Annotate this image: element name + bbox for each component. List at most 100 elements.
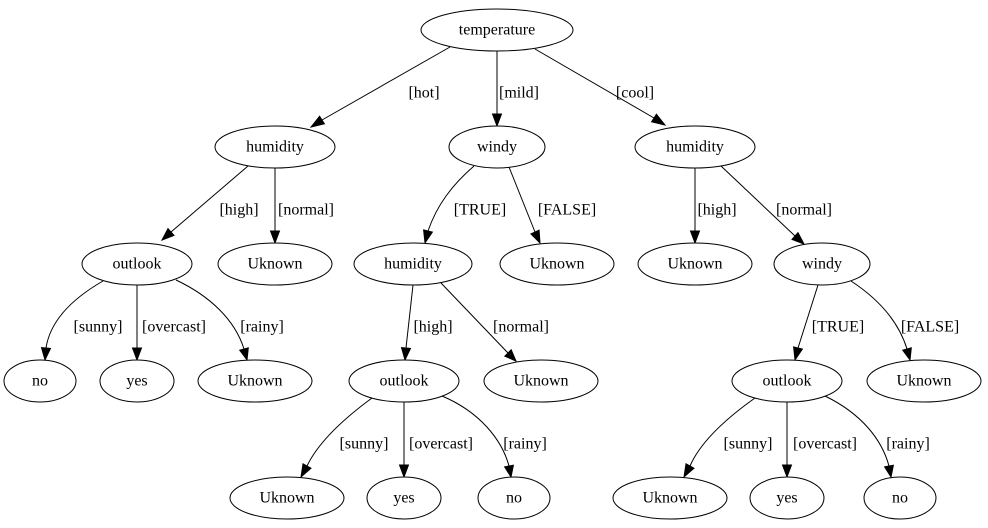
node-no-sunny-1-ellipse [3, 359, 77, 403]
node-unknown-cool-high: Uknown [637, 242, 753, 286]
node-unknown-rainy-1: Uknown [197, 359, 313, 403]
edge-humidity-high-1: [high] [160, 165, 259, 241]
edge-cool-line [534, 48, 655, 119]
node-unknown-sunny-2: Uknown [229, 476, 345, 520]
node-unknown-cool-normal-false-label: Uknown [896, 373, 951, 390]
node-humidity-mild-true: humidity [353, 242, 473, 286]
edge-rainy-3-line [824, 395, 890, 467]
node-unknown-cool-normal-false: Uknown [866, 359, 982, 403]
edge-rainy-3: [rainy] [824, 395, 930, 479]
node-outlook-mild-true-high: outlook [348, 359, 460, 403]
tree-edges: [hot] [mild] [cool] [high] [normal] [TRUE] [FA… [40, 46, 959, 479]
node-humidity-hot-ellipse [214, 125, 336, 169]
node-yes-overcast-2-ellipse [366, 476, 442, 520]
node-outlook-hot-high: outlook [81, 242, 193, 286]
node-windy-cool-normal-ellipse [773, 242, 871, 286]
node-no-rainy-3-label: no [892, 490, 908, 507]
node-unknown-sunny-3: Uknown [612, 476, 728, 520]
edge-sunny-1-line [45, 280, 104, 349]
edge-sunny-1-arrowhead [40, 347, 52, 362]
edge-mild-arrowhead [491, 113, 503, 128]
edge-sunny-2-label: [sunny] [340, 436, 389, 453]
node-unknown-cool-high-ellipse [637, 242, 753, 286]
edge-rainy-1-label: [rainy] [240, 319, 284, 336]
edge-rainy-2-label: [rainy] [503, 436, 547, 453]
node-no-rainy-2-label: no [506, 490, 522, 507]
edge-rainy-2-arrowhead [503, 464, 515, 479]
edge-overcast-1: [overcast] [131, 285, 206, 362]
edge-humidity-normal-1: [normal] [269, 168, 334, 245]
edge-humidity-normal-2-arrowhead [503, 348, 517, 362]
node-yes-overcast-3-label: yes [776, 490, 797, 507]
node-no-sunny-1: no [3, 359, 77, 403]
edge-humidity-high-1-line [170, 165, 249, 233]
edge-humidity-high-2-label: [high] [413, 319, 452, 336]
edge-humidity-normal-1-arrowhead [269, 230, 281, 245]
node-humidity-cool-label: humidity [666, 139, 724, 156]
edge-hot-line [321, 46, 451, 121]
edge-windy-false-2: [FALSE] [850, 280, 959, 362]
edge-sunny-1-label: [sunny] [74, 319, 123, 336]
edge-rainy-1-line [175, 279, 245, 350]
edge-rainy-2: [rainy] [441, 395, 547, 479]
node-unknown-cool-high-label: Uknown [667, 256, 722, 273]
node-outlook-hot-high-ellipse [81, 242, 193, 286]
node-unknown-sunny-3-label: Uknown [642, 490, 697, 507]
node-outlook-mild-true-high-label: outlook [380, 373, 429, 390]
edge-windy-true-1-line [427, 165, 475, 232]
edge-windy-true-2-label: [TRUE] [812, 319, 864, 336]
edge-overcast-1-arrowhead [131, 347, 143, 362]
edge-rainy-3-arrowhead [883, 464, 895, 479]
node-unknown-mild-false: Uknown [499, 242, 615, 286]
edge-sunny-2: [sunny] [300, 397, 389, 479]
edge-cool: [cool] [534, 48, 667, 126]
node-outlook-hot-high-label: outlook [113, 256, 162, 273]
edge-windy-false-1-label: [FALSE] [538, 202, 596, 219]
edge-windy-true-2-arrowhead [793, 346, 804, 362]
edge-overcast-3: [overcast] [781, 402, 857, 479]
node-outlook-cool-normal-true-label: outlook [763, 373, 812, 390]
edge-sunny-3-line [689, 397, 756, 467]
node-outlook-mild-true-high-ellipse [348, 359, 460, 403]
edge-humidity-normal-2-label: [normal] [493, 319, 549, 336]
edge-overcast-2-arrowhead [398, 464, 410, 479]
node-humidity-mild-true-label: humidity [384, 256, 442, 273]
node-unknown-hot-normal-ellipse [217, 242, 333, 286]
edge-windy-false-2-label: [FALSE] [901, 319, 959, 336]
edge-cool-label: [cool] [616, 85, 654, 102]
edge-windy-false-1-arrowhead [530, 229, 541, 245]
node-humidity-mild-true-ellipse [353, 242, 473, 286]
edge-cool-arrowhead [650, 113, 667, 126]
edge-hot-label: [hot] [408, 85, 439, 102]
node-windy-cool-normal-label: windy [802, 256, 842, 273]
edge-windy-true-2: [TRUE] [793, 284, 864, 362]
edge-humidity-normal-3-label: [normal] [776, 202, 832, 219]
edge-rainy-2-line [441, 395, 510, 467]
node-humidity-hot-label: humidity [246, 139, 304, 156]
edge-overcast-1-label: [overcast] [142, 319, 206, 336]
node-yes-overcast-1-label: yes [126, 373, 147, 390]
edge-rainy-1-arrowhead [238, 347, 249, 362]
edge-humidity-high-2-arrowhead [400, 347, 412, 362]
edge-humidity-high-1-label: [high] [219, 202, 258, 219]
edge-humidity-normal-3-arrowhead [791, 231, 806, 245]
edge-humidity-normal-3-line [720, 165, 796, 237]
node-yes-overcast-3: yes [749, 476, 825, 520]
node-outlook-cool-normal-true-ellipse [731, 359, 843, 403]
edge-humidity-high-3-arrowhead [689, 230, 701, 245]
edge-hot: [hot] [309, 46, 451, 128]
edge-rainy-1: [rainy] [175, 279, 284, 362]
edge-humidity-normal-2-line [440, 282, 509, 354]
node-unknown-rainy-1-ellipse [197, 359, 313, 403]
edge-humidity-normal-2: [normal] [440, 282, 549, 362]
node-humidity-cool-ellipse [634, 125, 756, 169]
node-no-rainy-3: no [863, 476, 937, 520]
edge-mild-label: [mild] [499, 85, 539, 102]
node-yes-overcast-3-ellipse [749, 476, 825, 520]
edge-windy-false-2-line [850, 280, 908, 350]
edge-sunny-1: [sunny] [40, 280, 123, 362]
edge-sunny-2-line [306, 397, 373, 467]
node-outlook-cool-normal-true: outlook [731, 359, 843, 403]
node-no-rainy-3-ellipse [863, 476, 937, 520]
node-humidity-cool: humidity [634, 125, 756, 169]
